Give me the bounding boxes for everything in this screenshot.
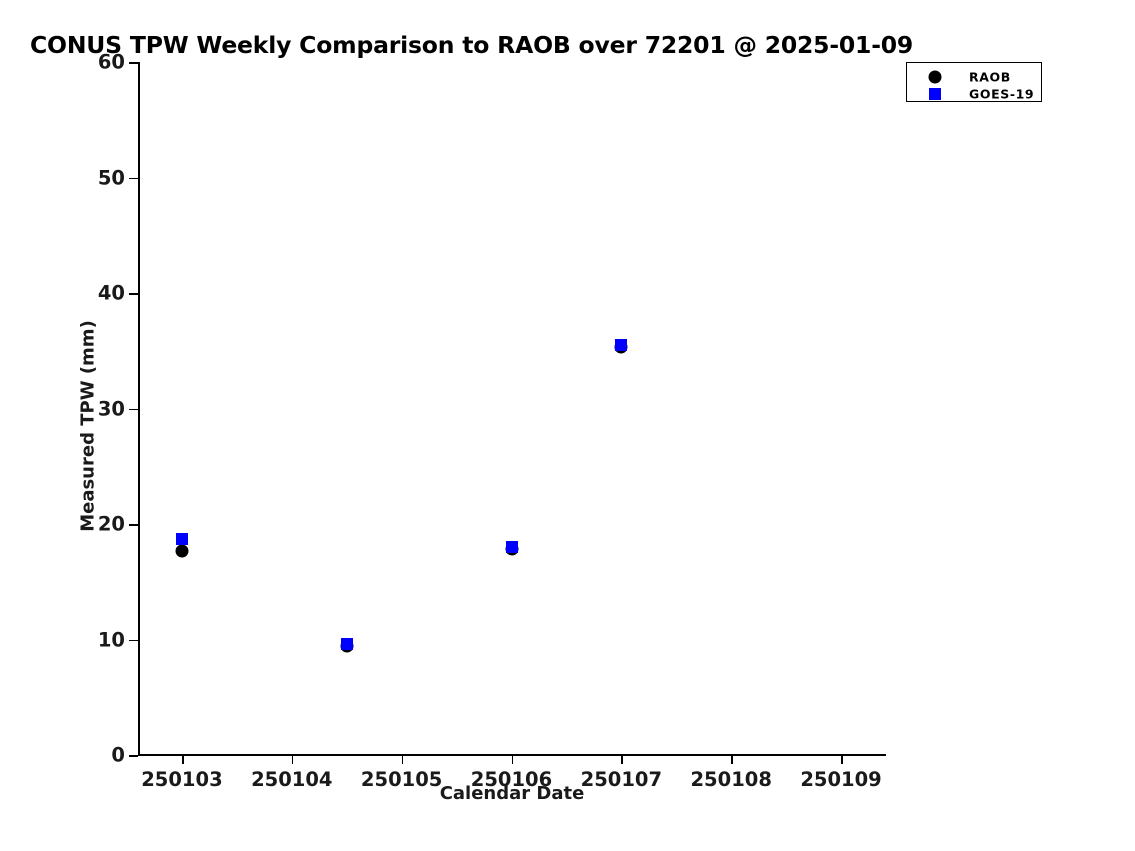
y-axis-label: Measured TPW (mm) (77, 319, 99, 532)
y-tick-label: 20 (97, 512, 125, 536)
y-tick-label: 50 (97, 166, 125, 189)
x-tick-mark (841, 755, 843, 764)
y-tick-label: 60 (97, 50, 125, 74)
data-point-raob (175, 544, 189, 558)
x-tick-label: 250105 (360, 768, 443, 791)
legend-circle-icon (928, 70, 942, 83)
x-tick-label: 250107 (580, 768, 663, 791)
legend-item-raob[interactable]: RAOB (907, 67, 1041, 86)
y-tick-label: 30 (97, 397, 125, 420)
y-tick-mark (129, 293, 138, 295)
y-tick-mark (129, 524, 138, 526)
x-tick-mark (621, 755, 623, 764)
y-tick-mark (129, 62, 138, 64)
x-tick-mark (731, 755, 733, 764)
x-tick-mark (181, 755, 184, 764)
y-tick-mark (129, 755, 138, 757)
data-point-goes-19 (505, 541, 518, 554)
y-tick-label: 10 (97, 628, 125, 651)
x-tick-label: 250104 (251, 768, 333, 791)
y-axis-spine (138, 62, 140, 756)
chart-title: CONUS TPW Weekly Comparison to RAOB over… (30, 31, 914, 59)
x-tick-mark (511, 755, 514, 764)
y-tick-mark (129, 408, 138, 411)
y-tick-label: 0 (111, 743, 125, 767)
y-tick-label: 40 (97, 281, 125, 305)
x-tick-label: 250109 (800, 768, 882, 791)
legend-item-goes-19[interactable]: GOES-19 (907, 84, 1041, 103)
legend-label: RAOB (969, 69, 1011, 84)
chart-legend: RAOB GOES-19 (906, 62, 1042, 102)
x-tick-label: 250108 (690, 768, 772, 791)
x-tick-label: 250103 (141, 768, 223, 791)
x-tick-mark (401, 755, 404, 764)
y-tick-mark (129, 639, 138, 642)
data-point-goes-19 (175, 533, 188, 545)
x-tick-label: 250106 (470, 768, 553, 791)
legend-label: GOES-19 (969, 86, 1035, 101)
data-point-goes-19 (340, 638, 353, 651)
plot-area: 0 10 20 30 40 50 60 250103 250104 250105 250106 25… (98, 51, 885, 792)
data-point-goes-19 (615, 338, 628, 351)
legend-square-icon (929, 87, 941, 100)
y-tick-mark (129, 177, 138, 180)
x-axis-label: Calendar Date (439, 783, 585, 804)
x-tick-mark (291, 755, 294, 764)
